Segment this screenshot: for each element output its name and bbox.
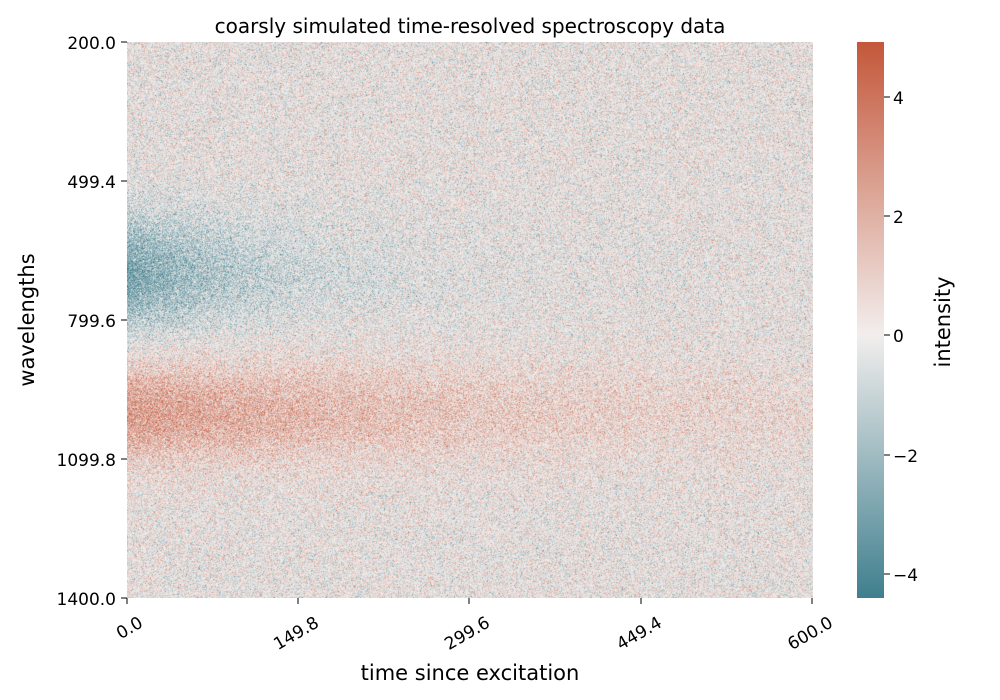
x-tick-1: 149.8 xyxy=(270,598,323,655)
y-tick-1: 499.4 xyxy=(67,173,127,193)
plot-area xyxy=(127,42,813,598)
y-axis: 200.0 499.4 799.6 1099.8 1400.0 waveleng… xyxy=(15,34,127,610)
y-tick-0: 200.0 xyxy=(67,34,127,54)
x-tick-label: 299.6 xyxy=(441,613,493,655)
y-axis-label: wavelengths xyxy=(15,253,39,386)
colorbar: 4 2 0 −2 −4 intensity xyxy=(857,42,955,598)
x-tick-label: 600.0 xyxy=(784,613,836,655)
x-tick-0: 0.0 xyxy=(113,598,147,644)
colorbar-label: intensity xyxy=(931,276,955,367)
colorbar-tick-1: 2 xyxy=(884,208,904,228)
x-axis: 0.0 149.8 299.6 449.4 600.0 time since e… xyxy=(113,598,837,685)
x-tick-3: 449.4 xyxy=(613,598,666,655)
x-tick-label: 449.4 xyxy=(613,613,665,655)
y-tick-2: 799.6 xyxy=(67,312,127,332)
chart-title: coarsly simulated time-resolved spectros… xyxy=(215,14,726,38)
y-tick-label: 1099.8 xyxy=(57,451,116,471)
x-tick-4: 600.0 xyxy=(784,598,837,655)
x-axis-label: time since excitation xyxy=(361,661,580,685)
colorbar-tick-label: −4 xyxy=(893,566,918,586)
colorbar-tick-label: 4 xyxy=(893,89,904,109)
colorbar-tick-label: 0 xyxy=(893,327,904,347)
x-tick-label: 0.0 xyxy=(113,613,146,644)
y-tick-4: 1400.0 xyxy=(57,590,127,610)
heatmap-cells xyxy=(127,42,813,598)
x-tick-2: 299.6 xyxy=(441,598,494,655)
y-tick-label: 1400.0 xyxy=(57,590,116,610)
colorbar-tick-label: −2 xyxy=(893,447,918,467)
colorbar-tick-0: 4 xyxy=(884,89,904,109)
colorbar-tick-3: −2 xyxy=(884,447,918,467)
y-tick-label: 499.4 xyxy=(67,173,116,193)
y-tick-label: 200.0 xyxy=(67,34,116,54)
y-tick-label: 799.6 xyxy=(67,312,116,332)
colorbar-strip xyxy=(857,42,884,598)
colorbar-tick-4: −4 xyxy=(884,566,918,586)
x-tick-label: 149.8 xyxy=(270,613,322,655)
colorbar-tick-label: 2 xyxy=(893,208,904,228)
colorbar-tick-2: 0 xyxy=(884,327,904,347)
y-tick-3: 1099.8 xyxy=(57,451,127,471)
